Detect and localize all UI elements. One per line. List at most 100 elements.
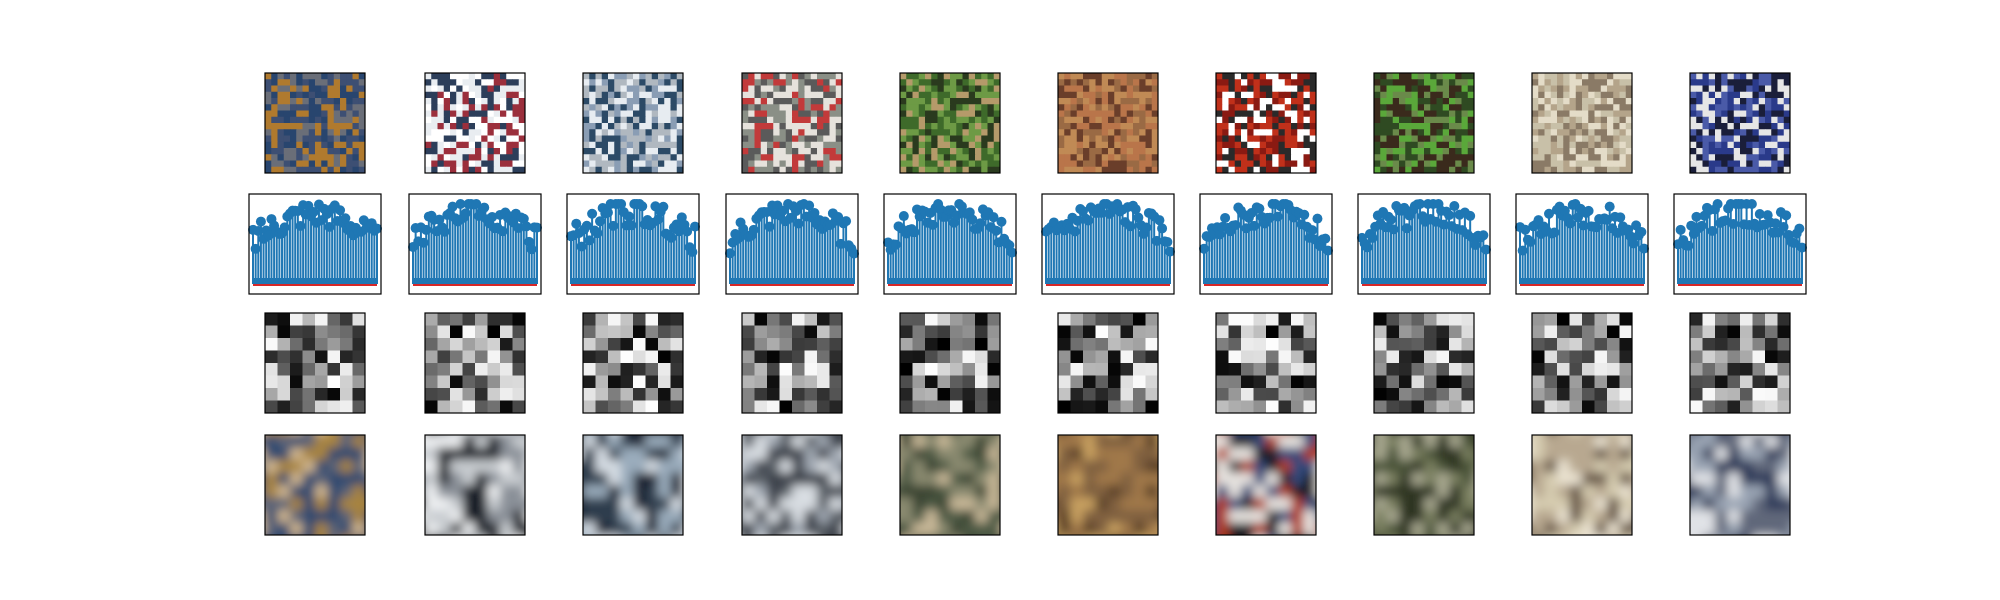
stem-plot xyxy=(1673,193,1807,295)
stem-plot-frame xyxy=(566,193,700,295)
stem-marker xyxy=(841,216,852,227)
stem-plot-frame xyxy=(1673,193,1807,295)
stem-marker xyxy=(1544,208,1555,219)
stem-plot xyxy=(725,193,859,295)
stem-marker xyxy=(1520,224,1531,235)
latent-grid-frame xyxy=(899,312,1001,414)
latent-grid-frame xyxy=(741,312,843,414)
stem-marker xyxy=(587,208,598,219)
stem-plot-frame xyxy=(1199,193,1333,295)
stem-marker xyxy=(1220,212,1231,223)
stem-plot-frame xyxy=(1357,193,1491,295)
stem-marker xyxy=(571,218,582,229)
reconstructed-image-frame xyxy=(582,434,684,536)
reconstructed-image xyxy=(264,434,366,536)
stem-marker xyxy=(1130,204,1141,215)
stem-marker xyxy=(1481,244,1491,255)
stem-marker xyxy=(372,223,382,234)
stem-marker xyxy=(1712,199,1723,209)
latent-code-grids-row xyxy=(264,312,1791,414)
reconstructed-image-frame xyxy=(1057,434,1159,536)
input-image-frame xyxy=(1531,72,1633,174)
reconstructed-image-frame xyxy=(1215,434,1317,536)
stem-marker xyxy=(967,214,978,225)
stem-marker xyxy=(898,211,909,222)
stem-marker xyxy=(777,205,788,216)
stem-marker xyxy=(1399,202,1410,213)
stem-marker xyxy=(1307,225,1318,236)
stem-marker xyxy=(1162,236,1173,247)
stem-marker xyxy=(1797,242,1807,253)
latent-grid-frame xyxy=(424,312,526,414)
stem-marker xyxy=(1154,215,1165,226)
stem-base-block xyxy=(413,278,537,284)
latent-grid xyxy=(264,312,366,414)
input-image xyxy=(1531,72,1633,174)
stem-marker xyxy=(1165,246,1175,257)
stem-plot-frame xyxy=(248,193,382,295)
reconstructed-image xyxy=(424,434,526,536)
input-image xyxy=(1215,72,1317,174)
reconstructed-image xyxy=(899,434,1001,536)
stem-marker xyxy=(479,202,490,213)
stem-marker xyxy=(1604,201,1615,212)
latent-grid xyxy=(582,312,684,414)
stem-plot-frame xyxy=(1515,193,1649,295)
stem-base-block xyxy=(1520,278,1644,284)
stem-marker xyxy=(804,200,815,211)
reconstructed-image-frame xyxy=(264,434,366,536)
input-image-frame xyxy=(1373,72,1475,174)
stem-marker xyxy=(637,201,648,212)
stem-marker xyxy=(335,205,346,216)
reconstructed-image xyxy=(1215,434,1317,536)
latent-grid-frame xyxy=(1531,312,1633,414)
latent-grid xyxy=(899,312,1001,414)
stem-marker xyxy=(308,207,319,218)
stem-plot xyxy=(1199,193,1333,295)
reconstructed-image xyxy=(1373,434,1475,536)
latent-grid-frame xyxy=(264,312,366,414)
stem-marker xyxy=(1299,209,1310,220)
stem-base-block xyxy=(571,278,695,284)
stem-marker xyxy=(447,201,458,212)
latent-grid xyxy=(1057,312,1159,414)
stem-marker xyxy=(1312,213,1323,224)
stem-plot-frame xyxy=(725,193,859,295)
latent-grid-frame xyxy=(1373,312,1475,414)
stem-marker xyxy=(809,207,820,218)
stem-base-block xyxy=(1678,278,1802,284)
input-image-frame xyxy=(899,72,1001,174)
stem-plot xyxy=(566,193,700,295)
stem-marker xyxy=(1583,205,1594,216)
stem-marker xyxy=(1794,223,1805,234)
stem-marker xyxy=(1133,212,1144,223)
input-image-frame xyxy=(264,72,366,174)
latent-grid xyxy=(424,312,526,414)
reconstructed-image-frame xyxy=(1531,434,1633,536)
stem-marker xyxy=(1444,210,1455,221)
stem-marker xyxy=(340,213,351,224)
stem-marker xyxy=(455,199,466,209)
input-image-frame xyxy=(1215,72,1317,174)
stem-marker xyxy=(1386,214,1397,225)
stem-marker xyxy=(518,213,529,224)
input-image-frame xyxy=(1689,72,1791,174)
stem-plot-frame xyxy=(408,193,542,295)
stem-marker xyxy=(1415,199,1426,209)
stem-marker xyxy=(1465,210,1476,221)
reconstructed-image xyxy=(582,434,684,536)
stem-marker xyxy=(487,211,498,222)
stem-plot-frame xyxy=(883,193,1017,295)
stem-plot-frame xyxy=(1041,193,1175,295)
stem-base-block xyxy=(730,278,854,284)
stem-marker xyxy=(1254,203,1265,214)
stem-marker xyxy=(690,221,700,232)
stem-plot xyxy=(1357,193,1491,295)
input-images-row xyxy=(264,72,1791,174)
reconstructed-image xyxy=(1531,434,1633,536)
stem-base-block xyxy=(888,278,1012,284)
stem-marker xyxy=(849,248,859,259)
reconstructed-image-frame xyxy=(741,434,843,536)
stem-marker xyxy=(471,199,482,209)
